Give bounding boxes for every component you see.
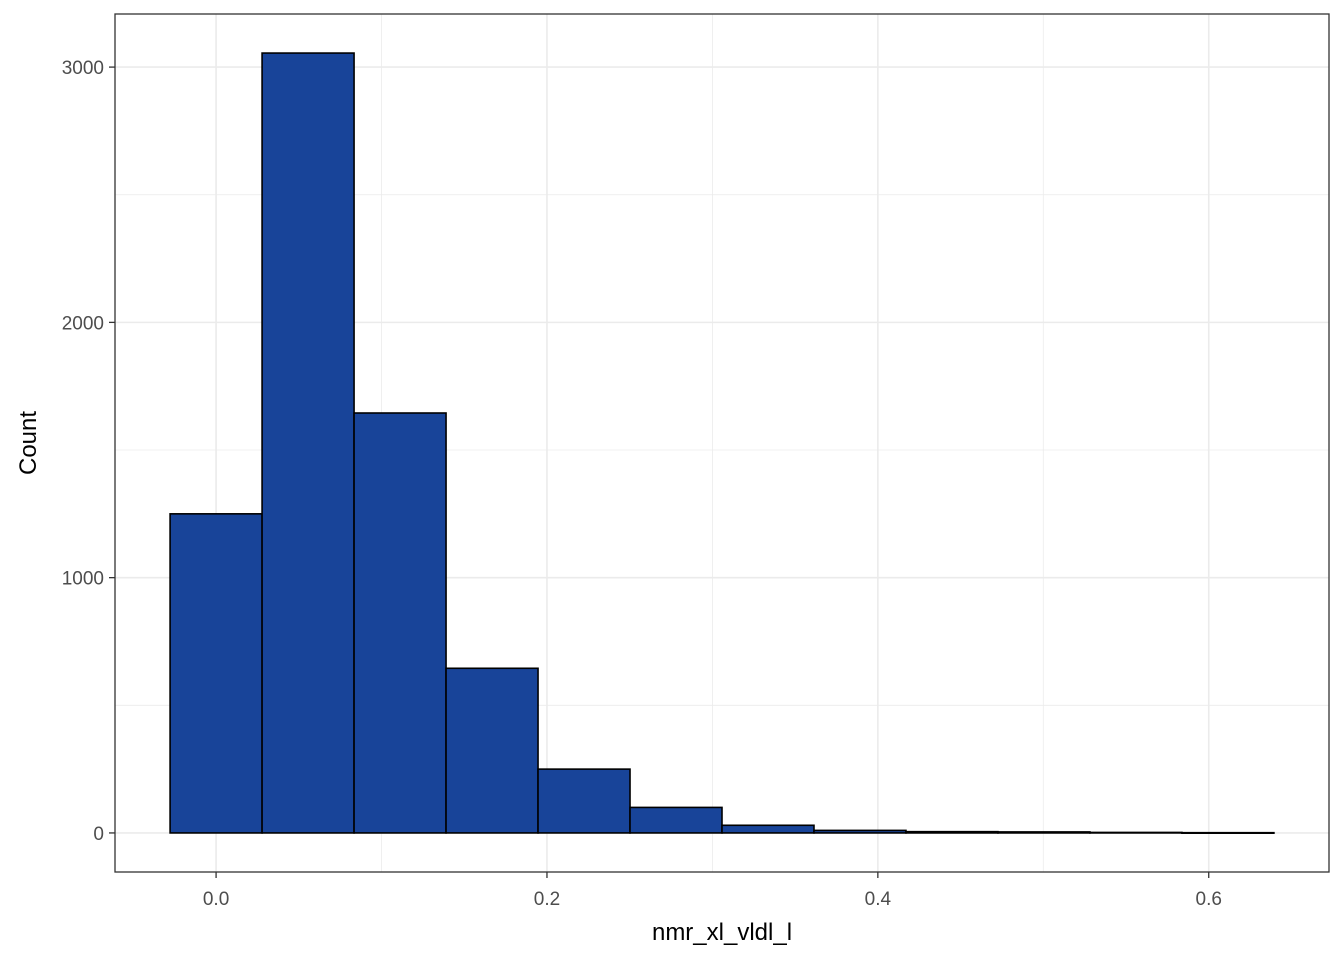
x-tick-label: 0.0 bbox=[203, 889, 229, 910]
x-axis: 0.0 0.2 0.4 0.6 bbox=[203, 872, 1222, 910]
panel-border bbox=[114, 13, 1330, 873]
histogram-bar-3 bbox=[353, 412, 447, 834]
histogram-bar-7 bbox=[721, 824, 815, 834]
histogram-bar-5 bbox=[537, 768, 631, 834]
histogram-bar-8 bbox=[813, 829, 907, 834]
histogram-bars bbox=[169, 52, 1275, 834]
histogram-bar-10 bbox=[997, 831, 1091, 834]
y-axis: 0 1000 2000 3000 bbox=[62, 58, 115, 845]
histogram-bar-4 bbox=[445, 667, 539, 834]
histogram-bar-12 bbox=[1181, 831, 1275, 834]
y-tick-label: 2000 bbox=[62, 313, 104, 334]
histogram-bar-6 bbox=[629, 806, 723, 834]
x-tick-label: 0.2 bbox=[534, 889, 560, 910]
histogram-bar-9 bbox=[905, 830, 999, 834]
y-axis-title: Count bbox=[15, 411, 42, 475]
x-tick-label: 0.4 bbox=[865, 889, 892, 910]
y-tick-label: 1000 bbox=[62, 569, 104, 590]
y-tick-label: 3000 bbox=[62, 58, 104, 79]
histogram-bar-1 bbox=[169, 513, 263, 834]
histogram-bar-11 bbox=[1089, 831, 1183, 834]
histogram-bar-2 bbox=[261, 52, 355, 834]
y-tick-label: 0 bbox=[93, 824, 104, 845]
x-axis-title: nmr_xl_vldl_l bbox=[652, 919, 792, 946]
x-tick-label: 0.6 bbox=[1196, 889, 1222, 910]
